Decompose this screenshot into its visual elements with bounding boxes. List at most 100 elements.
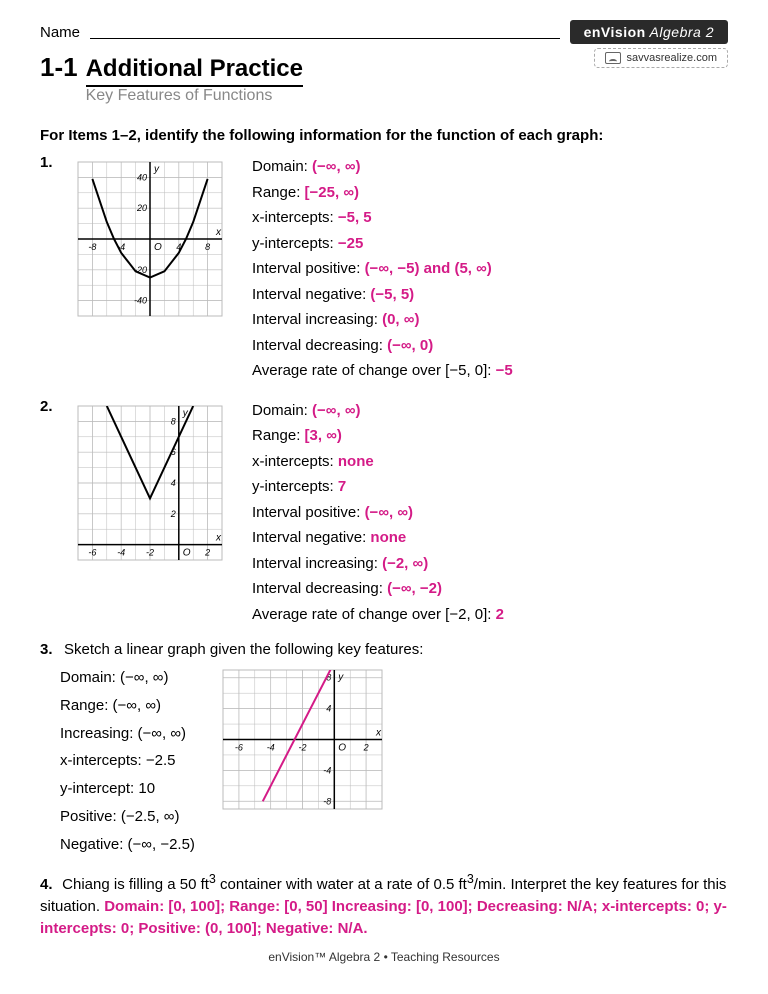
answer-value: 7 bbox=[338, 478, 346, 495]
answer-value: −5, 5 bbox=[338, 209, 372, 226]
item-2-number: 2. bbox=[40, 398, 58, 628]
answer-label: Average rate of change over [−5, 0]: bbox=[252, 362, 496, 379]
feature-line: Increasing: (−∞, ∞) bbox=[60, 720, 195, 748]
brand-badge: enVision Algebra 2 bbox=[570, 20, 728, 44]
feature-line: Range: (−∞, ∞) bbox=[60, 692, 195, 720]
svg-text:-6: -6 bbox=[88, 547, 96, 557]
svg-text:x: x bbox=[215, 227, 222, 238]
answer-label: x-intercepts: bbox=[252, 209, 338, 226]
svg-text:-8: -8 bbox=[88, 242, 96, 252]
answer-row: Range: [−25, ∞) bbox=[252, 180, 728, 206]
name-label: Name bbox=[40, 24, 80, 41]
item-1-graph: -8-448-40-202040Oxy bbox=[70, 154, 240, 384]
answer-row: Interval decreasing: (−∞, 0) bbox=[252, 333, 728, 359]
answer-value: −5 bbox=[496, 362, 513, 379]
answer-row: Domain: (−∞, ∞) bbox=[252, 398, 728, 424]
svg-text:O: O bbox=[338, 743, 346, 754]
svg-text:-6: -6 bbox=[235, 743, 243, 753]
item-1: 1. -8-448-40-202040Oxy Domain: (−∞, ∞)Ra… bbox=[40, 154, 728, 384]
item-3-features: Domain: (−∞, ∞)Range: (−∞, ∞)Increasing:… bbox=[60, 664, 195, 858]
graph-2-svg: -6-4-222468Oxy bbox=[70, 398, 230, 568]
answer-value: (0, ∞) bbox=[382, 311, 419, 328]
svg-text:-40: -40 bbox=[134, 296, 147, 306]
answer-value: 2 bbox=[496, 606, 504, 623]
answer-label: Domain: bbox=[252, 158, 312, 175]
svg-text:40: 40 bbox=[137, 172, 147, 182]
answer-row: y-intercepts: 7 bbox=[252, 474, 728, 500]
answer-value: none bbox=[370, 529, 406, 546]
answer-row: Interval increasing: (−2, ∞) bbox=[252, 551, 728, 577]
answer-row: Interval positive: (−∞, −5) and (5, ∞) bbox=[252, 256, 728, 282]
answer-label: Interval positive: bbox=[252, 504, 365, 521]
site-url: savvasrealize.com bbox=[627, 52, 717, 64]
svg-text:2: 2 bbox=[204, 547, 210, 557]
svg-text:8: 8 bbox=[205, 242, 210, 252]
answer-value: (−∞, −5) and (5, ∞) bbox=[365, 260, 492, 277]
svg-text:x: x bbox=[215, 532, 222, 543]
item-3: 3. Sketch a linear graph given the follo… bbox=[40, 641, 728, 866]
answer-row: Domain: (−∞, ∞) bbox=[252, 154, 728, 180]
item-3-number: 3. bbox=[40, 641, 58, 658]
svg-text:y: y bbox=[153, 164, 160, 175]
answer-value: (−5, 5) bbox=[370, 286, 414, 303]
svg-text:20: 20 bbox=[136, 203, 147, 213]
answer-label: Average rate of change over [−2, 0]: bbox=[252, 606, 496, 623]
answer-row: Interval decreasing: (−∞, −2) bbox=[252, 576, 728, 602]
svg-text:-2: -2 bbox=[298, 743, 306, 753]
page-subtitle: Key Features of Functions bbox=[86, 87, 273, 104]
wifi-icon bbox=[605, 52, 621, 64]
svg-text:-4: -4 bbox=[267, 743, 275, 753]
svg-text:O: O bbox=[183, 547, 191, 558]
answer-row: Interval negative: (−5, 5) bbox=[252, 282, 728, 308]
answer-row: x-intercepts: −5, 5 bbox=[252, 205, 728, 231]
answer-value: [−25, ∞) bbox=[305, 184, 359, 201]
answer-row: x-intercepts: none bbox=[252, 449, 728, 475]
answer-label: Range: bbox=[252, 184, 305, 201]
answer-label: Interval positive: bbox=[252, 260, 365, 277]
svg-text:-8: -8 bbox=[323, 796, 331, 806]
graph-3-svg: -6-4-22-8-448Oxy bbox=[215, 662, 390, 817]
answer-label: Domain: bbox=[252, 402, 312, 419]
answer-label: Interval increasing: bbox=[252, 555, 382, 572]
svg-text:-2: -2 bbox=[146, 547, 154, 557]
item-1-number: 1. bbox=[40, 154, 58, 384]
svg-text:O: O bbox=[154, 242, 162, 253]
answer-value: (−∞, ∞) bbox=[365, 504, 413, 521]
answer-value: −25 bbox=[338, 235, 363, 252]
name-blank-line bbox=[90, 25, 560, 39]
svg-text:-4: -4 bbox=[117, 547, 125, 557]
answer-row: Average rate of change over [−2, 0]: 2 bbox=[252, 602, 728, 628]
answer-label: Interval negative: bbox=[252, 286, 370, 303]
answer-label: y-intercepts: bbox=[252, 235, 338, 252]
answer-label: Interval decreasing: bbox=[252, 337, 387, 354]
answer-label: Interval decreasing: bbox=[252, 580, 387, 597]
item-3-prompt: Sketch a linear graph given the followin… bbox=[64, 641, 423, 658]
section-number: 1-1 bbox=[40, 52, 78, 83]
answer-row: Average rate of change over [−5, 0]: −5 bbox=[252, 358, 728, 384]
answer-label: y-intercepts: bbox=[252, 478, 338, 495]
svg-text:y: y bbox=[337, 672, 344, 683]
feature-line: Positive: (−2.5, ∞) bbox=[60, 803, 195, 831]
answer-value: (−∞, 0) bbox=[387, 337, 433, 354]
svg-text:x: x bbox=[375, 728, 382, 739]
feature-line: Negative: (−∞, −2.5) bbox=[60, 831, 195, 859]
answer-label: x-intercepts: bbox=[252, 453, 338, 470]
item-3-graph: -6-4-22-8-448Oxy bbox=[215, 662, 390, 817]
svg-text:8: 8 bbox=[171, 416, 176, 426]
answer-value: (−∞, −2) bbox=[387, 580, 442, 597]
page-title: Additional Practice bbox=[86, 55, 303, 87]
item-4-answer: Domain: [0, 100]; Range: [0, 50] Increas… bbox=[40, 898, 727, 937]
answer-value: [3, ∞) bbox=[305, 427, 342, 444]
answer-label: Interval increasing: bbox=[252, 311, 382, 328]
answer-row: Range: [3, ∞) bbox=[252, 423, 728, 449]
item-4: 4. Chiang is filling a 50 ft3 container … bbox=[40, 870, 728, 939]
answer-value: (−∞, ∞) bbox=[312, 158, 360, 175]
svg-text:2: 2 bbox=[363, 743, 369, 753]
header-row: Name enVision Algebra 2 bbox=[40, 20, 728, 44]
item-2-graph: -6-4-222468Oxy bbox=[70, 398, 240, 628]
graph-1-svg: -8-448-40-202040Oxy bbox=[70, 154, 230, 324]
instruction: For Items 1–2, identify the following in… bbox=[40, 127, 728, 144]
svg-text:-4: -4 bbox=[323, 765, 331, 775]
footer: enVision™ Algebra 2 • Teaching Resources bbox=[40, 950, 728, 964]
answer-label: Interval negative: bbox=[252, 529, 370, 546]
